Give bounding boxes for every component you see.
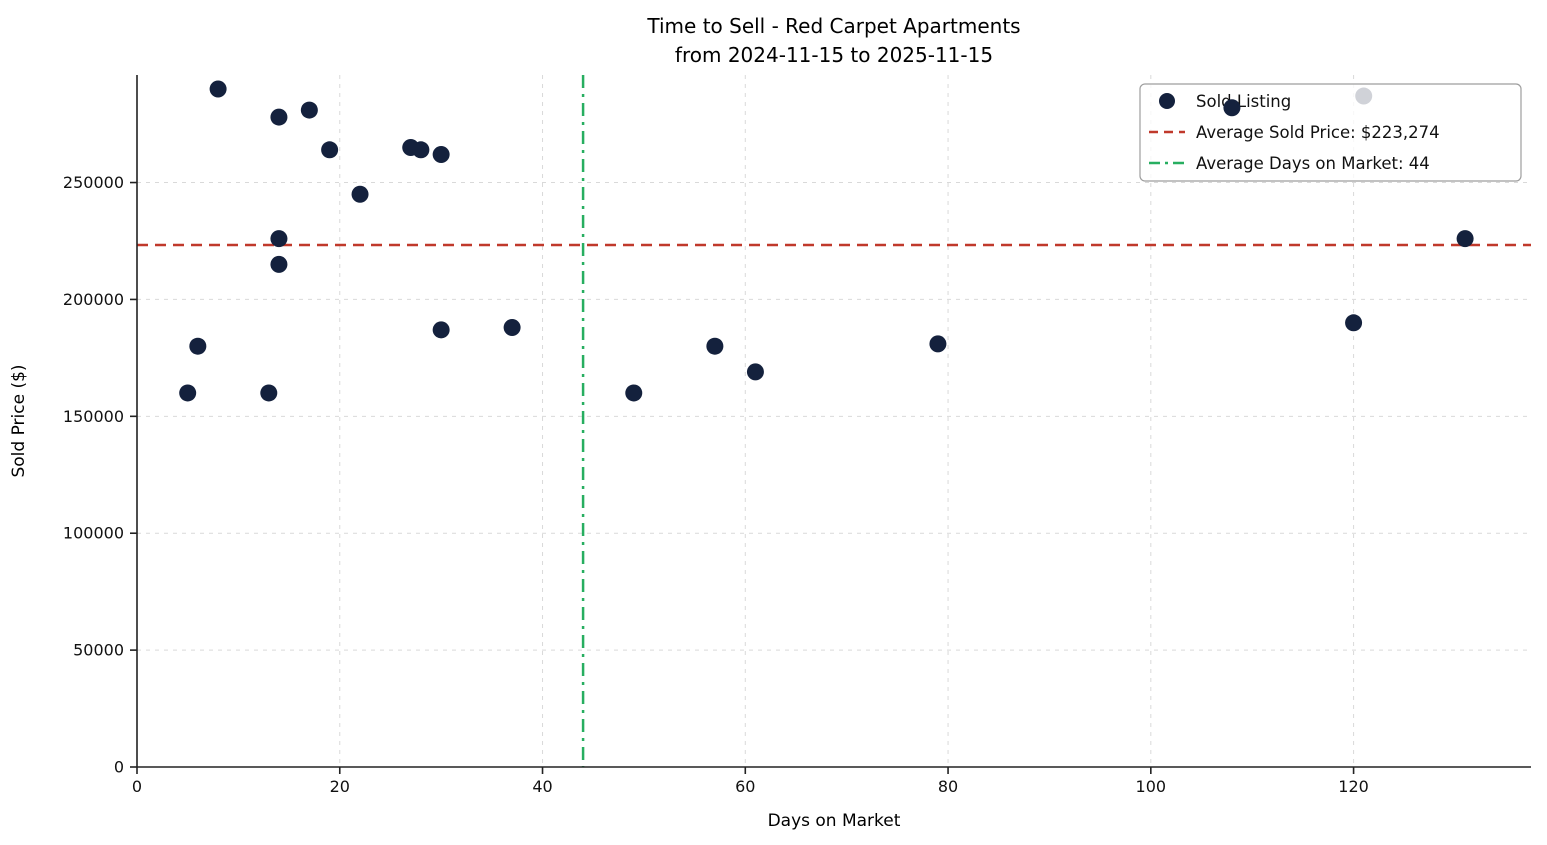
y-tick-label: 250000 xyxy=(63,173,124,192)
data-point xyxy=(351,185,369,203)
y-tick-label: 200000 xyxy=(63,290,124,309)
chart-title: Time to Sell - Red Carpet Apartments xyxy=(646,14,1020,38)
data-point xyxy=(260,384,278,402)
plot-layer: 0 20 40 60 80 100 120 0 50000 100000 150000 200000 2… xyxy=(63,75,1531,796)
chart-subtitle: from 2024-11-15 to 2025-11-15 xyxy=(675,43,993,67)
data-point xyxy=(625,384,643,402)
data-point xyxy=(412,141,430,159)
data-point xyxy=(432,321,450,339)
data-point xyxy=(1456,230,1474,248)
data-point xyxy=(706,337,724,355)
y-axis-label: Sold Price ($) xyxy=(9,364,29,477)
data-point xyxy=(270,230,288,248)
data-point xyxy=(929,335,947,353)
data-point xyxy=(432,145,450,163)
x-tick-label: 120 xyxy=(1338,777,1369,796)
data-point xyxy=(189,337,207,355)
x-tick-label: 40 xyxy=(532,777,552,796)
data-point xyxy=(179,384,197,402)
legend-label: Average Sold Price: $223,274 xyxy=(1196,123,1440,142)
y-tick-label: 0 xyxy=(114,758,124,777)
data-point xyxy=(321,141,339,159)
y-tick-label: 100000 xyxy=(63,524,124,543)
data-point xyxy=(1345,314,1363,332)
data-point xyxy=(503,318,521,336)
data-point xyxy=(1223,99,1241,117)
x-axis-label: Days on Market xyxy=(768,811,901,831)
legend-marker-sample xyxy=(1159,93,1175,109)
data-point xyxy=(270,108,288,126)
legend-label: Sold Listing xyxy=(1196,92,1291,111)
x-tick-label: 60 xyxy=(735,777,755,796)
x-tick-label: 100 xyxy=(1136,777,1167,796)
y-tick-label: 50000 xyxy=(73,641,124,660)
x-tick-label: 80 xyxy=(938,777,958,796)
data-point xyxy=(746,363,764,381)
legend-label: Average Days on Market: 44 xyxy=(1196,154,1430,173)
data-point xyxy=(209,80,227,98)
data-point xyxy=(270,255,288,273)
data-point xyxy=(300,101,318,119)
x-tick-label: 0 xyxy=(132,777,142,796)
x-tick-label: 20 xyxy=(330,777,350,796)
y-tick-label: 150000 xyxy=(63,407,124,426)
